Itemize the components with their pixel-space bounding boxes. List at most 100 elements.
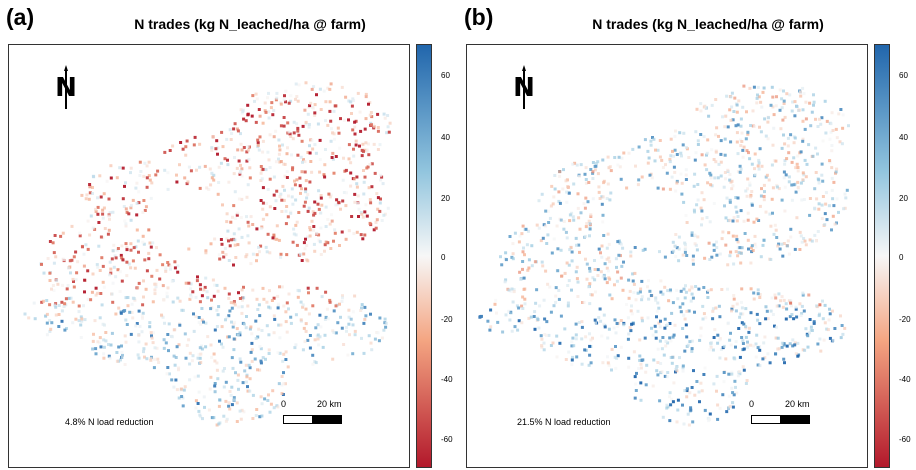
farm-point: [271, 236, 275, 240]
farm-point: [64, 297, 68, 301]
farm-point: [233, 238, 237, 242]
farm-point: [283, 188, 286, 192]
farm-point: [718, 406, 722, 410]
farm-point: [839, 108, 843, 111]
farm-point: [782, 342, 786, 346]
farm-point: [795, 315, 799, 319]
farm-point: [774, 104, 778, 108]
farm-point: [714, 150, 718, 154]
farm-point: [328, 222, 332, 226]
farm-point: [799, 150, 803, 154]
farm-point: [630, 312, 634, 316]
farm-point: [803, 348, 807, 352]
farm-point: [119, 311, 123, 315]
farm-point: [489, 325, 493, 329]
farm-point: [638, 290, 642, 294]
farm-point: [768, 212, 772, 216]
farm-point: [800, 240, 804, 244]
farm-point: [814, 117, 817, 121]
farm-point: [319, 196, 323, 200]
farm-point: [370, 162, 374, 166]
farm-point: [65, 287, 69, 291]
map-title: N trades (kg N_leached/ha @ farm): [134, 16, 366, 32]
farm-point: [728, 108, 732, 112]
farm-point: [373, 125, 376, 129]
farm-point: [88, 191, 92, 195]
farm-point: [112, 265, 116, 269]
farm-point: [668, 419, 672, 423]
farm-point: [674, 367, 678, 371]
farm-point: [811, 154, 815, 158]
farm-point: [299, 318, 303, 322]
farm-point: [728, 200, 732, 204]
farm-point: [166, 171, 170, 175]
farm-point: [265, 324, 269, 328]
farm-point: [280, 198, 284, 202]
farm-point: [127, 212, 131, 216]
farm-point: [251, 288, 255, 292]
farm-point: [219, 238, 223, 241]
farm-point: [619, 254, 622, 258]
farm-point: [290, 195, 294, 199]
farm-point: [817, 314, 821, 318]
farm-point: [53, 234, 57, 237]
farm-point: [557, 289, 561, 292]
farm-point: [74, 250, 78, 254]
farm-point: [338, 302, 341, 306]
farm-point: [101, 216, 105, 220]
farm-point: [791, 100, 795, 104]
farm-point: [804, 117, 808, 121]
farm-point: [669, 403, 673, 407]
farm-point: [607, 276, 611, 280]
farm-point: [589, 213, 593, 217]
farm-point: [675, 181, 679, 185]
farm-point: [756, 164, 760, 168]
farm-point: [801, 293, 805, 297]
farm-point: [696, 139, 700, 143]
farm-point: [129, 332, 133, 336]
farm-point: [733, 379, 737, 383]
farm-point: [109, 176, 113, 180]
farm-point: [825, 218, 829, 222]
farm-point: [563, 327, 567, 331]
scale-end-label: 20 km: [317, 399, 342, 409]
farm-point: [318, 335, 322, 339]
farm-point: [242, 146, 246, 149]
farm-point: [131, 259, 135, 263]
farm-point: [236, 378, 240, 382]
farm-point: [341, 296, 344, 300]
farm-point: [237, 291, 240, 295]
farm-point: [295, 243, 299, 247]
farm-point: [242, 117, 246, 121]
farm-point: [240, 148, 244, 152]
farm-point: [71, 277, 75, 281]
farm-point: [689, 299, 693, 303]
farm-point: [48, 303, 52, 307]
farm-point: [218, 398, 222, 402]
farm-point: [792, 156, 796, 160]
farm-point: [599, 251, 602, 255]
farm-point: [317, 207, 321, 211]
farm-point: [839, 336, 843, 340]
farm-point: [662, 353, 666, 357]
farm-point: [615, 279, 619, 283]
farm-point: [183, 176, 187, 180]
farm-point: [383, 317, 387, 321]
farm-point: [319, 325, 323, 329]
farm-point: [524, 227, 528, 231]
farm-point: [636, 291, 640, 295]
farm-point: [245, 150, 249, 154]
farm-point: [615, 356, 619, 360]
farm-point: [676, 398, 680, 402]
farm-point: [285, 301, 289, 305]
farm-point: [282, 198, 286, 202]
farm-point: [199, 352, 203, 356]
farm-point: [200, 307, 204, 310]
farm-point: [606, 336, 610, 340]
farm-point: [709, 176, 713, 180]
farm-point: [741, 155, 745, 159]
farm-point: [675, 366, 678, 370]
farm-point: [279, 124, 283, 128]
farm-point: [518, 234, 522, 238]
farm-point: [367, 186, 371, 190]
